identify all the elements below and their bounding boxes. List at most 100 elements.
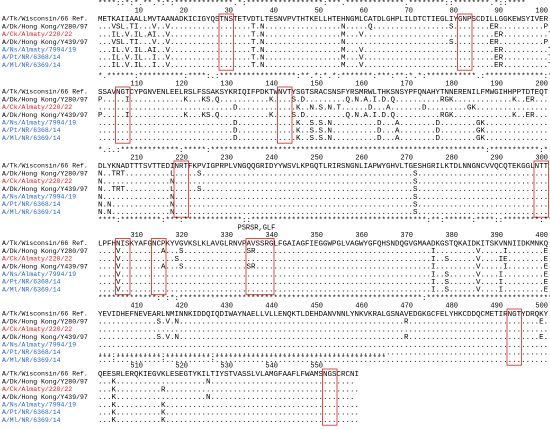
glycosylation-box (245, 238, 275, 296)
glycosylation-box (115, 238, 131, 296)
position-number: 120 (175, 80, 188, 88)
sequence-row: METKAIIAALLMVTAANADKICIGYQSTNSTETVDTLTES… (98, 16, 549, 24)
position-number: 220 (175, 154, 188, 162)
strain-label: A/Ck/Almaty/220/22 (2, 31, 72, 38)
position-number: 170 (400, 80, 413, 88)
position-number: 260 (355, 154, 368, 162)
glycosylation-box (115, 86, 131, 144)
sequence-row: SSAVNGTCYPGNVENLEELRSLFSSAKSYKRIQIFPDKTW… (98, 89, 549, 97)
position-number: 500 (535, 302, 548, 310)
position-number: 60 (360, 7, 368, 15)
position-number: 20 (180, 7, 188, 15)
sequence-row: N.N.............N.......................… (98, 201, 550, 209)
sequence-row: ....V...................................… (98, 279, 550, 287)
sequence-row: ...IL.V.IL.AI..V..................T.N...… (98, 31, 550, 39)
position-number: 400 (535, 232, 548, 240)
position-number: 460 (355, 302, 368, 310)
conservation-line: *.******:**********:****:.:*************… (98, 73, 550, 81)
position-number: 330 (220, 232, 233, 240)
strain-label: A/Ck/Almaty/220/22 (2, 104, 72, 111)
glycosylation-box (173, 160, 189, 218)
sequence-row: ...K..........K.........................… (98, 409, 359, 417)
sequence-row: ....V...................................… (98, 271, 550, 279)
position-number: 150 (310, 80, 323, 88)
strain-label: A/Dk/Hong Kong/Y439/97 (2, 394, 88, 401)
annotation: PSRSR,GLF (238, 224, 276, 232)
position-number: 100 (535, 7, 548, 15)
strain-label: A/Tk/Wisconsin/66 Ref. (2, 311, 88, 318)
sequence-row: ...IL.V.IL..I..V..................T.N...… (98, 54, 550, 62)
sequence-row: N..TRT..........L.....S.................… (98, 171, 550, 179)
position-number: 430 (220, 302, 233, 310)
sequence-row: N.N.............N.......................… (98, 209, 550, 217)
sequence-row: ........................................… (98, 326, 548, 334)
conservation-line: *************:*:*:**********************… (98, 295, 550, 303)
position-number: 300 (535, 154, 548, 162)
position-number: 530 (220, 362, 233, 370)
strain-label: A/Tk/Wisconsin/66 Ref. (2, 163, 88, 170)
conservation-line: ****:*********:***:*************::******… (98, 217, 550, 225)
strain-label: A/Ns/Almaty/7994/19 (2, 271, 76, 278)
strain-label: A/Ns/Almaty/7994/19 (2, 47, 76, 54)
sequence-row: ...K....................N...............… (98, 379, 355, 387)
position-number: 310 (130, 232, 143, 240)
position-number: 270 (400, 154, 413, 162)
sequence-row: ...K..........K.........................… (98, 402, 359, 410)
sequence-row: QEESRLERQKIEGVKLESEGTYKILTIYSTVASSLVLAMG… (98, 371, 359, 379)
strain-label: A/Dk/Hong Kong/Y280/97 (2, 378, 88, 385)
position-number: 290 (490, 154, 503, 162)
sequence-row: ........................................… (98, 349, 548, 357)
glycosylation-box (151, 238, 167, 296)
strain-label: A/Pt/NR/6368/14 (2, 349, 61, 356)
position-number: 340 (265, 232, 278, 240)
conservation-line: ***:**********:**********:**************… (98, 355, 386, 363)
position-number: 520 (175, 362, 188, 370)
strain-label: A/Ns/Almaty/7994/19 (2, 194, 76, 201)
position-number: 200 (535, 80, 548, 88)
strain-label: A/Ml/NR/6369/14 (2, 417, 61, 424)
strain-label: A/Dk/Hong Kong/Y439/97 (2, 186, 88, 193)
strain-label: A/Tk/Wisconsin/66 Ref. (2, 16, 88, 23)
position-number: 490 (490, 302, 503, 310)
position-number: 470 (400, 302, 413, 310)
strain-label: A/Ck/Almaty/220/22 (2, 256, 72, 263)
strain-label: A/Ml/NR/6369/14 (2, 286, 61, 293)
sequence-row: ...K..........R.........................… (98, 386, 359, 394)
sequence-row: ....V.........A...S..............SR.....… (98, 248, 550, 256)
position-number: 350 (310, 232, 323, 240)
position-number: 30 (225, 7, 233, 15)
strain-label: A/Ck/Almaty/220/22 (2, 178, 72, 185)
sequence-row: ...IL.V.IL..I..V..................T.N...… (98, 62, 550, 70)
strain-label: A/Pt/NR/6368/14 (2, 127, 61, 134)
strain-label: A/Dk/Hong Kong/Y439/97 (2, 334, 88, 341)
position-number: 370 (400, 232, 413, 240)
position-number: 140 (265, 80, 278, 88)
sequence-row: ........................................… (98, 357, 548, 365)
glycosylation-box (506, 308, 522, 366)
position-number: 250 (310, 154, 323, 162)
position-number: 180 (445, 80, 458, 88)
strain-label: A/Dk/Hong Kong/Y439/97 (2, 263, 88, 270)
position-number: 40 (270, 7, 278, 15)
sequence-row: ..............................D.........… (98, 127, 550, 135)
strain-label: A/Dk/Hong Kong/Y280/97 (2, 248, 88, 255)
sequence-row: .............S.V.N......................… (98, 334, 550, 342)
position-number: 230 (220, 154, 233, 162)
sequence-row: P.....I............K...KS.Q...........K.… (98, 97, 548, 105)
strain-label: A/Pt/NR/6368/14 (2, 409, 61, 416)
sequence-row: YEVIDHEFNEVEARLNMINNKIDDQIQDIWAYNAELLVLL… (98, 311, 549, 319)
strain-label: A/Dk/Hong Kong/Y280/97 (2, 96, 88, 103)
sequence-row: ........................................… (98, 342, 548, 350)
strain-label: A/Ck/Almaty/220/22 (2, 326, 72, 333)
strain-label: A/Ml/NR/6369/14 (2, 357, 61, 364)
strain-label: A/Dk/Hong Kong/Y280/97 (2, 318, 88, 325)
position-number: 450 (310, 302, 323, 310)
strain-label: A/Pt/NR/6368/14 (2, 279, 61, 286)
sequence-row: ..............................D.........… (98, 104, 550, 112)
glycosylation-box (322, 368, 338, 426)
sequence-row: .............S.V.N......................… (98, 319, 550, 327)
sequence-row: ....V.........A...S..............SR.....… (98, 264, 550, 272)
sequence-row: ...K....................N...............… (98, 394, 355, 402)
sequence-row: ..............................D.........… (98, 135, 550, 143)
